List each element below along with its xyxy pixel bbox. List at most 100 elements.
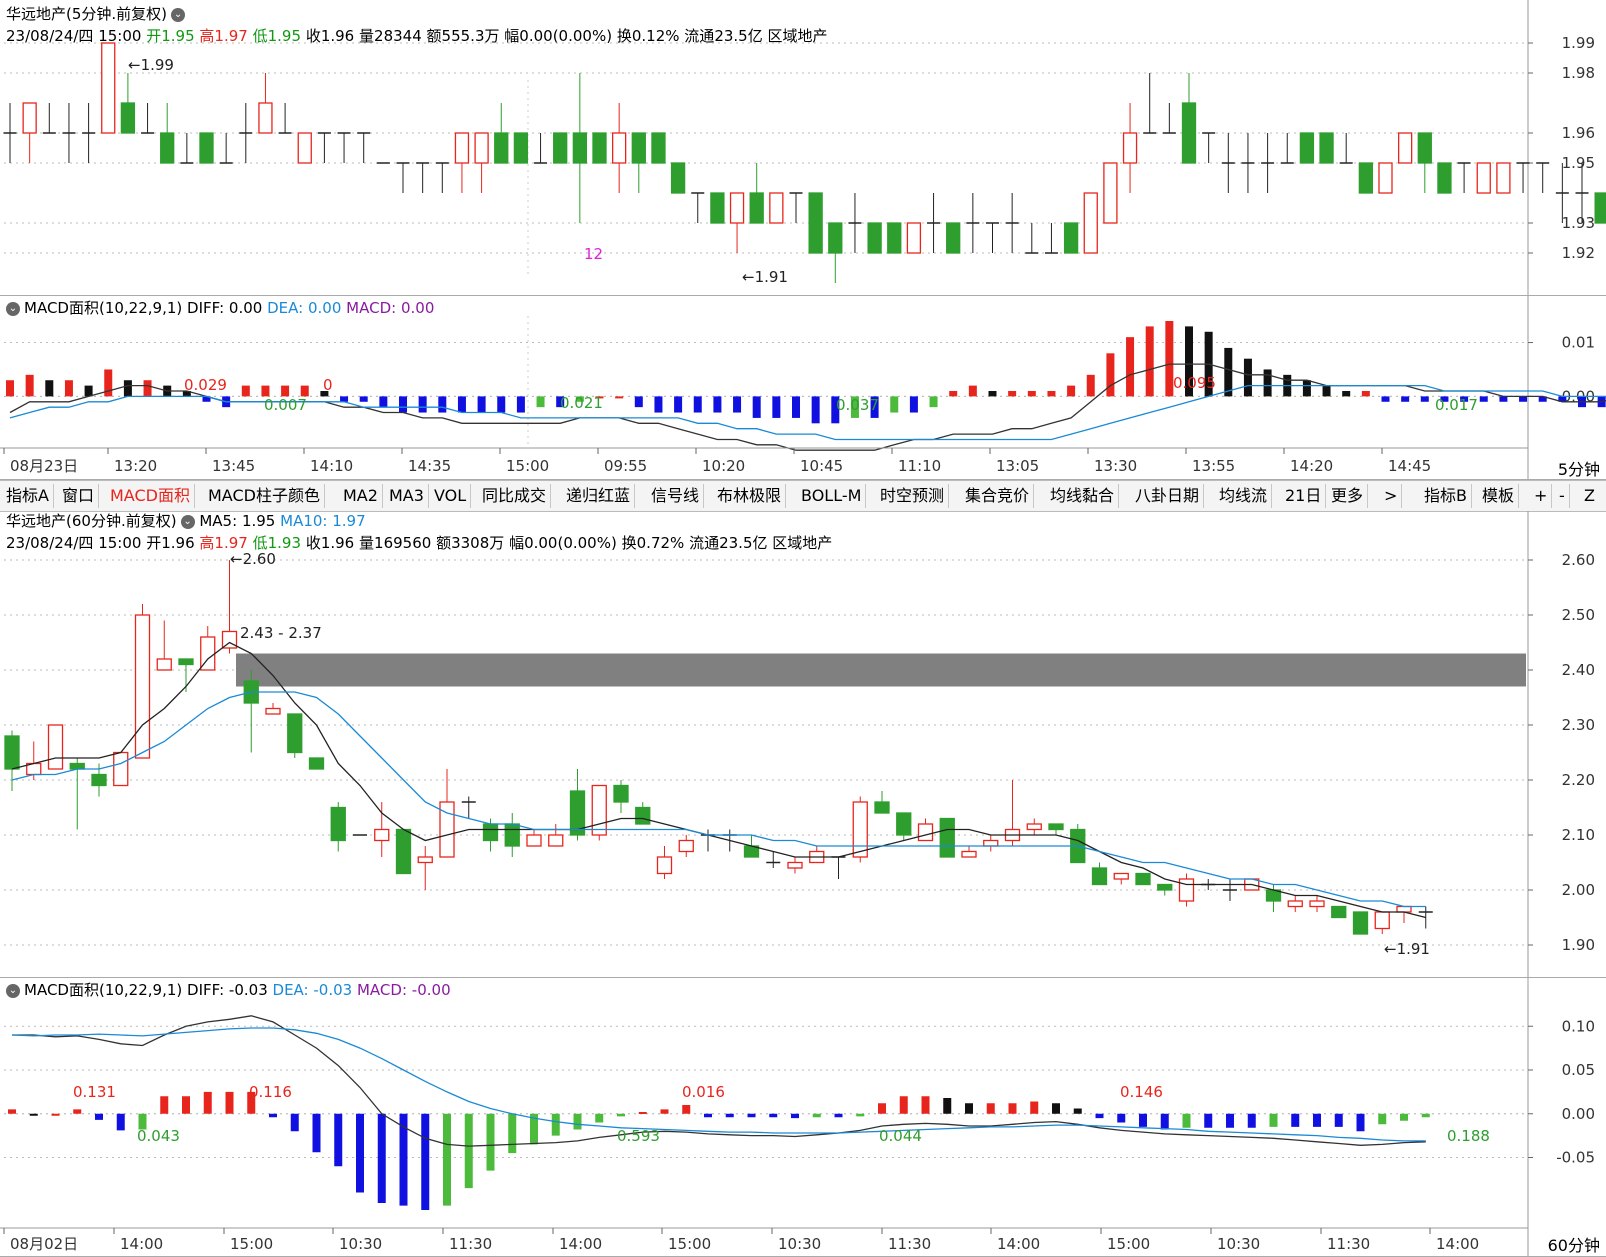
- candle-body: [91, 773, 107, 787]
- high-value: 1.97: [214, 534, 248, 552]
- candle-body: [887, 222, 902, 254]
- macd-bar: [1126, 337, 1135, 397]
- macd-bar: [377, 1113, 386, 1203]
- macd-bar: [138, 1113, 147, 1130]
- macd-bar: [1519, 396, 1528, 402]
- bottom-macd-chart[interactable]: -0.05 0.00 0.05 0.10 0.131 0.043 0.116 0.593 0.0…: [0, 978, 1606, 1257]
- toolbar-item[interactable]: 集合竞价: [961, 484, 1035, 508]
- candle-body: [710, 192, 725, 224]
- amp-label: 幅: [504, 27, 520, 45]
- macd-bar: [1106, 353, 1115, 397]
- toolbar-item[interactable]: 模板: [1478, 484, 1520, 508]
- toolbar-item[interactable]: 21日: [1281, 484, 1327, 508]
- open-label: 开: [146, 534, 162, 552]
- toolbar-item[interactable]: Z: [1584, 486, 1595, 505]
- candle-body: [1026, 823, 1042, 831]
- candle-body: [1048, 823, 1064, 831]
- macd-bar: [878, 1103, 886, 1114]
- macd-bar: [713, 396, 722, 413]
- bottom-stock-title: 华远地产(60分钟.前复权): [6, 512, 177, 530]
- macd-bar: [1378, 1113, 1387, 1125]
- chevron-down-icon[interactable]: ⌄: [6, 301, 20, 316]
- toolbar-item[interactable]: 指标B: [1420, 484, 1472, 508]
- macd-bar: [595, 396, 604, 399]
- candle-body: [134, 614, 151, 759]
- top-period-label[interactable]: 5分钟: [1557, 456, 1600, 480]
- top-macd-chart[interactable]: 0.00 0.01 0.029 0 0.007 0.021 0.037 0.095 0.017 0…: [0, 296, 1606, 480]
- macd-bar: [949, 391, 958, 397]
- toolbar-item[interactable]: MA3: [385, 484, 429, 508]
- toolbar-item[interactable]: 指标A: [2, 484, 54, 508]
- toolbar-item[interactable]: 均线流: [1215, 484, 1273, 508]
- candle-body: [1396, 905, 1412, 913]
- toolbar-item[interactable]: 时空预测: [876, 484, 950, 508]
- candle-body: [917, 823, 934, 842]
- toolbar-item[interactable]: VOL: [430, 484, 472, 508]
- toolbar-item[interactable]: MA2: [339, 484, 383, 508]
- y-tick-label: 2.10: [1562, 826, 1595, 844]
- x-tick-label: 13:55: [1192, 457, 1235, 475]
- macd-bar: [551, 1113, 560, 1136]
- macd-bar: [1145, 326, 1154, 397]
- bottom-period-label[interactable]: 60分钟: [1547, 1232, 1600, 1256]
- candle-body: [395, 828, 412, 875]
- toolbar-item[interactable]: 信号线: [647, 484, 705, 508]
- toolbar-item[interactable]: 同比成交: [478, 484, 552, 508]
- candle-body: [651, 132, 666, 164]
- macd-bar: [261, 385, 270, 397]
- x-tick-label: 13:20: [114, 457, 157, 475]
- toolbar-item[interactable]: 更多: [1327, 484, 1369, 508]
- count-annotation: 12: [584, 245, 603, 263]
- macd-bar: [225, 1091, 234, 1114]
- candle-body: [896, 812, 912, 836]
- macd-bar: [508, 1113, 517, 1154]
- toolbar-item[interactable]: BOLL-M: [797, 484, 867, 508]
- toolbar-item[interactable]: 窗口: [58, 484, 100, 508]
- top-kline-chart[interactable]: 1.92 1.93 1.95 1.96 1.98 1.99 ←1.99 ←1.91 12: [0, 0, 1606, 296]
- x-tick-label: 14:45: [1388, 457, 1431, 475]
- macd-bar: [1182, 1113, 1191, 1128]
- bottom-kline-chart[interactable]: 1.90 2.00 2.10 2.20 2.30 2.40 2.50 2.60 ←2.60 2.4…: [0, 511, 1606, 978]
- candle-body: [1157, 883, 1173, 891]
- chevron-down-icon[interactable]: ⌄: [6, 983, 20, 998]
- candle-body: [828, 222, 843, 254]
- macd-bar: [733, 396, 742, 413]
- toolbar-item[interactable]: 均线黏合: [1046, 484, 1120, 508]
- chevron-down-icon[interactable]: ⌄: [171, 7, 186, 22]
- toolbar-item[interactable]: 八卦日期: [1131, 484, 1205, 508]
- toolbar-item[interactable]: +: [1530, 484, 1553, 508]
- toolbar-item[interactable]: 递归红蓝: [562, 484, 636, 508]
- macd-bar: [516, 396, 525, 413]
- candle-body: [454, 132, 470, 164]
- macd-bar: [51, 1113, 60, 1116]
- amp-value: 0.00(0.00%): [524, 534, 617, 552]
- y-tick-label: 2.30: [1562, 716, 1595, 734]
- x-tick-label: 11:30: [449, 1235, 492, 1253]
- macd-bar: [320, 391, 329, 397]
- y-tick-label: 1.95: [1562, 154, 1595, 172]
- x-tick-label: 13:30: [1094, 457, 1137, 475]
- macd-bar: [29, 1113, 38, 1116]
- amt-value: 3308万: [451, 534, 505, 552]
- macd-bar: [486, 1113, 495, 1171]
- float-value: 23.5亿: [719, 534, 768, 552]
- toolbar-item[interactable]: >: [1380, 484, 1403, 508]
- macd-bar: [965, 1103, 973, 1114]
- toolbar-item[interactable]: MACD柱子颜色: [204, 484, 325, 508]
- y-tick-label: 0.10: [1562, 1017, 1595, 1035]
- candle-body: [867, 222, 882, 254]
- candle-body: [160, 132, 175, 164]
- candle-body: [1287, 900, 1303, 908]
- macd-bar: [986, 1103, 995, 1114]
- toolbar-item[interactable]: -: [1555, 484, 1570, 508]
- y-tick-label: 1.92: [1562, 244, 1595, 262]
- sector-value: 区域地产: [767, 27, 828, 45]
- bottom-info-row: 23/08/24/四 15:00 开1.96 高1.97 低1.93 收1.96…: [6, 533, 832, 553]
- toolbar-item[interactable]: MACD面积: [106, 484, 195, 508]
- macd-area-label: 0.188: [1447, 1127, 1490, 1145]
- x-tick-label: 10:30: [1217, 1235, 1260, 1253]
- float-label: 流通: [684, 27, 715, 45]
- toolbar-item[interactable]: 布林极限: [713, 484, 787, 508]
- chevron-down-icon[interactable]: ⌄: [180, 514, 195, 529]
- open-value: 1.96: [161, 534, 195, 552]
